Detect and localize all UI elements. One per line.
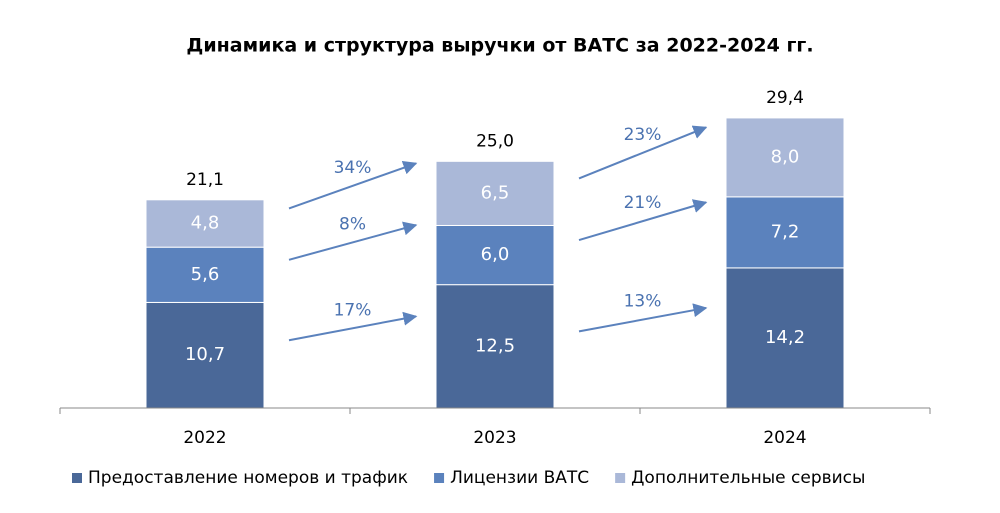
legend-label: Предоставление номеров и трафик xyxy=(88,468,408,488)
segment-label: 5,6 xyxy=(191,264,220,285)
bar-segment xyxy=(725,117,845,198)
segment-label: 6,5 xyxy=(481,182,510,203)
bar-segment xyxy=(435,160,555,226)
legend-swatch xyxy=(72,473,82,483)
total-label: 21,1 xyxy=(186,170,224,190)
legend-label: Дополнительные сервисы xyxy=(631,468,865,488)
legend-label: Лицензии ВАТС xyxy=(450,468,589,488)
x-tick-label: 2023 xyxy=(473,428,516,448)
growth-label: 23% xyxy=(624,125,662,145)
bar-segment xyxy=(435,284,555,409)
segment-label: 14,2 xyxy=(765,327,805,348)
growth-arrow xyxy=(578,199,708,242)
bar-segment xyxy=(145,301,265,409)
growth-arrow xyxy=(578,303,708,333)
bar-segment xyxy=(435,224,555,286)
legend-swatch xyxy=(434,473,445,483)
bar-segment xyxy=(145,246,265,303)
growth-arrow xyxy=(288,311,418,342)
growth-label: 8% xyxy=(339,214,366,234)
bar-segment xyxy=(725,196,845,269)
chart-title: Динамика и структура выручки от ВАТС за … xyxy=(186,35,813,57)
legend-swatch xyxy=(615,473,626,483)
segment-label: 8,0 xyxy=(771,146,800,167)
total-label: 25,0 xyxy=(476,131,514,151)
growth-arrow xyxy=(288,161,418,210)
growth-label: 13% xyxy=(624,292,662,312)
x-tick-label: 2022 xyxy=(183,428,226,448)
bar-segment xyxy=(145,199,265,248)
x-tick-label: 2024 xyxy=(763,428,806,448)
growth-label: 34% xyxy=(334,158,372,178)
segment-label: 12,5 xyxy=(475,335,515,356)
total-label: 29,4 xyxy=(766,88,804,108)
growth-arrow xyxy=(578,125,708,180)
growth-label: 17% xyxy=(334,300,372,320)
segment-label: 6,0 xyxy=(481,244,510,265)
growth-arrow xyxy=(288,221,418,261)
segment-label: 4,8 xyxy=(191,212,220,233)
segment-label: 7,2 xyxy=(771,221,800,242)
segment-label: 10,7 xyxy=(185,344,225,365)
growth-label: 21% xyxy=(624,193,662,213)
